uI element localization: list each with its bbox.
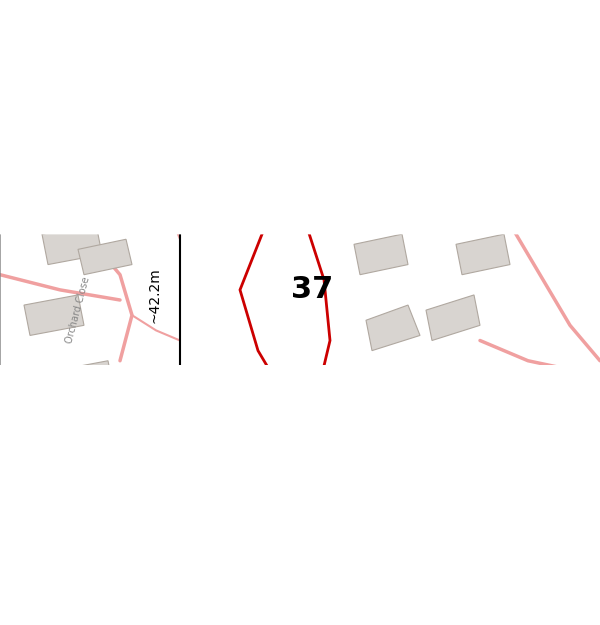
Text: Orchard Close: Orchard Close bbox=[64, 276, 92, 344]
Polygon shape bbox=[108, 72, 156, 107]
Polygon shape bbox=[456, 234, 510, 275]
Text: 37, MEADOW VIEW, UFFCULME, CULLOMPTON, EX15 3DS: 37, MEADOW VIEW, UFFCULME, CULLOMPTON, E… bbox=[78, 12, 522, 26]
Text: ~407m²/~0.101ac.: ~407m²/~0.101ac. bbox=[222, 114, 409, 132]
Polygon shape bbox=[354, 234, 408, 275]
Polygon shape bbox=[294, 457, 348, 503]
Polygon shape bbox=[216, 67, 264, 108]
Polygon shape bbox=[390, 92, 438, 133]
Text: Contains OS data © Crown copyright and database right 2021. This information is : Contains OS data © Crown copyright and d… bbox=[106, 562, 494, 612]
Polygon shape bbox=[186, 452, 240, 493]
Polygon shape bbox=[78, 239, 132, 275]
Polygon shape bbox=[342, 72, 390, 112]
Polygon shape bbox=[330, 138, 378, 179]
Text: 37: 37 bbox=[291, 276, 333, 304]
Polygon shape bbox=[138, 57, 180, 98]
Polygon shape bbox=[240, 179, 330, 411]
Polygon shape bbox=[66, 179, 120, 214]
Polygon shape bbox=[426, 295, 480, 341]
Polygon shape bbox=[54, 361, 114, 401]
Polygon shape bbox=[366, 305, 420, 351]
Polygon shape bbox=[42, 224, 102, 264]
Polygon shape bbox=[396, 158, 444, 199]
Text: Mill Street: Mill Street bbox=[383, 452, 433, 471]
Polygon shape bbox=[438, 112, 480, 158]
Polygon shape bbox=[24, 158, 78, 199]
Polygon shape bbox=[24, 295, 84, 336]
Polygon shape bbox=[444, 168, 498, 209]
Polygon shape bbox=[324, 371, 372, 411]
Polygon shape bbox=[54, 112, 102, 148]
Polygon shape bbox=[282, 62, 324, 98]
Polygon shape bbox=[378, 437, 432, 478]
Text: Map shows position and indicative extent of the property.: Map shows position and indicative extent… bbox=[130, 32, 470, 46]
Polygon shape bbox=[102, 432, 156, 478]
Text: ~42.2m: ~42.2m bbox=[148, 267, 162, 322]
Text: ~18.3m: ~18.3m bbox=[251, 462, 307, 476]
